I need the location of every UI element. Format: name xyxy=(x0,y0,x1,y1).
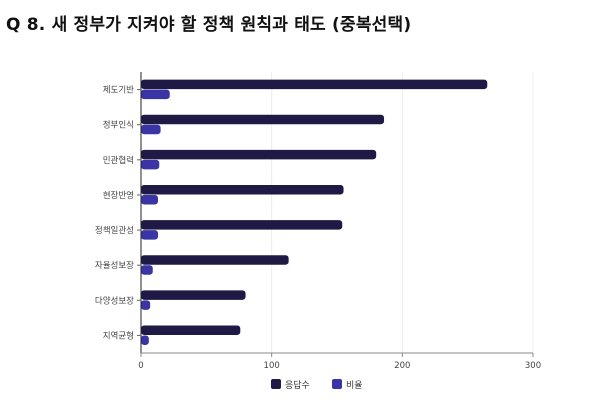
bar-count-6 xyxy=(141,255,289,265)
legend-swatch xyxy=(332,379,342,389)
legend-label: 비율 xyxy=(346,380,363,391)
bar-ratio-8 xyxy=(141,335,149,345)
bar-ratio-2 xyxy=(141,124,161,135)
x-tick-label: 100 xyxy=(264,361,280,371)
bar-count-3 xyxy=(141,149,377,160)
axes xyxy=(137,72,534,357)
category-label: 정책일관성 xyxy=(95,225,134,236)
x-tick-label: 300 xyxy=(525,361,541,371)
category-label: 민관협력 xyxy=(103,155,134,166)
tick-labels: 0 100 200 300 xyxy=(138,361,541,371)
legend[interactable]: 응답수 비율 xyxy=(271,379,363,391)
category-label: 자율성보장 xyxy=(95,260,134,271)
bar-count-4 xyxy=(141,184,344,195)
x-tick-label: 0 xyxy=(138,361,143,371)
bar-ratio-1 xyxy=(141,89,170,100)
category-label: 정부인식 xyxy=(103,120,134,131)
bar-ratio-6 xyxy=(141,265,153,275)
bar-count-5 xyxy=(141,220,343,230)
legend-label: 응답수 xyxy=(285,379,310,391)
bar-count-7 xyxy=(141,290,246,300)
bar-ratio-5 xyxy=(141,230,158,240)
category-label: 제도기반 xyxy=(103,85,134,96)
legend-swatch xyxy=(271,379,281,389)
grid-lines xyxy=(140,72,534,353)
bar-count-1 xyxy=(141,79,488,90)
category-label: 다양성보장 xyxy=(95,295,134,306)
x-tick-label: 200 xyxy=(394,361,410,371)
bars xyxy=(141,79,488,345)
chart-title: Q 8. 새 정부가 지켜야 할 정책 원칙과 태도 (중복선택) xyxy=(6,15,412,35)
bar-ratio-3 xyxy=(141,159,160,170)
bar-ratio-4 xyxy=(141,194,158,205)
bar-count-8 xyxy=(141,325,241,335)
bar-count-2 xyxy=(141,114,385,125)
category-label: 현장반영 xyxy=(103,190,134,201)
bar-ratio-7 xyxy=(141,300,151,310)
category-label: 지역균형 xyxy=(103,330,134,341)
